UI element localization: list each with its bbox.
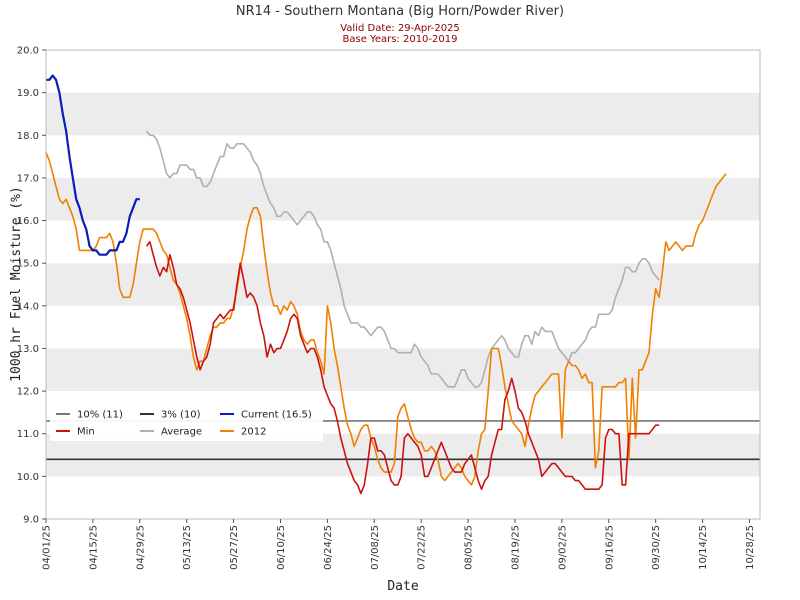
grid-band [46, 177, 760, 221]
legend-label: 2012 [241, 427, 266, 438]
legend: 10% (11) 3% (10) Current (16.5) Min Average 2… [50, 404, 323, 441]
x-tick-label: 04/01/25 [42, 525, 53, 570]
grid-band [46, 263, 760, 306]
x-tick-label: 06/10/25 [276, 525, 287, 570]
x-tick-label: 05/27/25 [229, 525, 240, 570]
series-line [46, 74, 140, 256]
y-axis-label: 1000 hr Fuel Moisture (%) [9, 186, 24, 382]
x-tick-label: 09/30/25 [651, 525, 662, 570]
y-tick-label: 12.0 [17, 387, 39, 398]
legend-label: 3% (10) [161, 410, 201, 421]
series-lines [45, 74, 727, 495]
series-line [145, 241, 660, 495]
y-tick-label: 14.0 [17, 301, 39, 312]
legend-label: Average [161, 427, 202, 438]
legend-label: Min [77, 427, 95, 438]
y-tick-label: 17.0 [17, 173, 39, 184]
y-tick-label: 20.0 [17, 46, 39, 57]
y-tick-label: 9.0 [23, 515, 39, 526]
x-tick-label: 05/13/25 [182, 525, 193, 570]
grid-band [46, 348, 760, 392]
x-tick-label: 09/16/25 [604, 525, 615, 570]
y-tick-label: 13.0 [17, 344, 39, 355]
y-tick-label: 16.0 [17, 216, 39, 227]
y-tick-label: 19.0 [17, 88, 39, 99]
plot-frame [45, 49, 761, 520]
x-tick-label: 04/15/25 [88, 525, 99, 570]
y-tick-label: 10.0 [17, 472, 39, 483]
x-tick-label: 04/29/25 [135, 525, 146, 570]
x-tick-label: 08/05/25 [464, 525, 475, 570]
x-tick-label: 09/02/25 [557, 525, 568, 570]
chart-title: NR14 - Southern Montana (Big Horn/Powder… [236, 4, 564, 19]
x-tick-label: 10/14/25 [698, 525, 709, 570]
x-axis: 04/01/25 04/15/25 04/29/25 05/13/25 05/27/25… [42, 519, 756, 570]
y-tick-label: 15.0 [17, 259, 39, 270]
x-tick-label: 06/24/25 [323, 525, 334, 570]
grid-band [46, 92, 760, 136]
y-tick-label: 11.0 [17, 429, 39, 440]
y-tick-label: 18.0 [17, 131, 39, 142]
chart-subtitle-valid-date: Valid Date: 29-Apr-2025 [340, 23, 460, 34]
legend-label: Current (16.5) [241, 410, 312, 421]
x-axis-label: Date [387, 579, 418, 594]
x-tick-label: 10/28/25 [745, 525, 756, 570]
legend-label: 10% (11) [77, 410, 123, 421]
series-line [145, 130, 660, 388]
x-tick-label: 07/08/25 [370, 525, 381, 570]
y-axis: 9.0 10.0 11.0 12.0 13.0 14.0 15.0 16.0 17.0 18.0 1… [17, 46, 46, 526]
chart-subtitle-base-years: Base Years: 2010-2019 [343, 34, 458, 45]
x-tick-label: 08/19/25 [511, 525, 522, 570]
legend-box [50, 404, 323, 441]
series-line [45, 152, 727, 486]
x-tick-label: 07/22/25 [417, 525, 428, 570]
